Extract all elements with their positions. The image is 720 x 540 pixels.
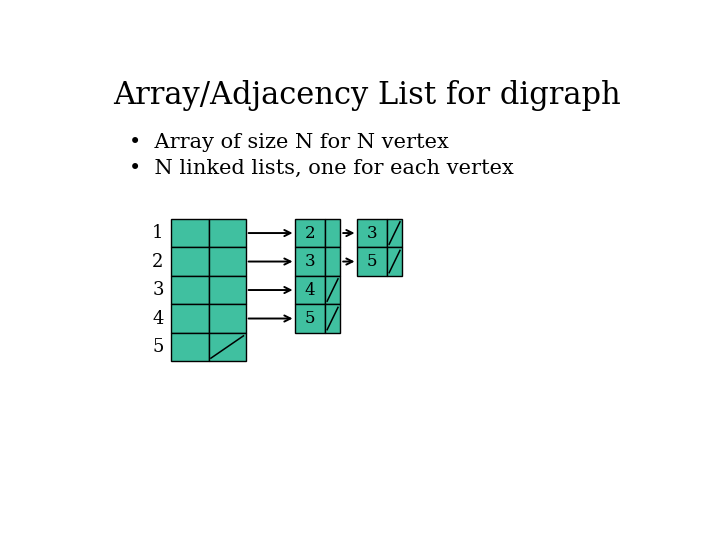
Bar bbox=[325, 304, 341, 333]
Text: 5: 5 bbox=[305, 310, 315, 327]
Bar bbox=[325, 247, 341, 276]
Text: 5: 5 bbox=[152, 338, 163, 356]
Bar bbox=[209, 219, 246, 247]
Text: 1: 1 bbox=[152, 224, 163, 242]
Bar bbox=[325, 276, 341, 304]
Text: 3: 3 bbox=[152, 281, 163, 299]
Bar bbox=[171, 333, 209, 361]
Bar bbox=[209, 333, 246, 361]
Bar bbox=[387, 247, 402, 276]
Text: 2: 2 bbox=[305, 225, 315, 241]
Text: 2: 2 bbox=[152, 253, 163, 271]
Bar bbox=[209, 304, 246, 333]
Bar bbox=[295, 276, 325, 304]
Text: •  N linked lists, one for each vertex: • N linked lists, one for each vertex bbox=[129, 159, 513, 178]
Bar bbox=[325, 219, 341, 247]
Bar bbox=[357, 247, 387, 276]
Text: 5: 5 bbox=[367, 253, 377, 270]
Bar bbox=[171, 219, 209, 247]
Text: 4: 4 bbox=[305, 281, 315, 299]
Bar bbox=[295, 304, 325, 333]
Text: 3: 3 bbox=[305, 253, 315, 270]
Bar bbox=[387, 219, 402, 247]
Bar bbox=[295, 247, 325, 276]
Bar bbox=[209, 247, 246, 276]
Text: Array/Adjacency List for digraph: Array/Adjacency List for digraph bbox=[113, 80, 621, 111]
Text: 4: 4 bbox=[152, 309, 163, 328]
Bar bbox=[209, 276, 246, 304]
Bar bbox=[295, 219, 325, 247]
Bar bbox=[171, 276, 209, 304]
Text: •  Array of size N for N vertex: • Array of size N for N vertex bbox=[129, 132, 449, 152]
Text: 3: 3 bbox=[366, 225, 377, 241]
Bar bbox=[171, 247, 209, 276]
Bar bbox=[171, 304, 209, 333]
Bar bbox=[357, 219, 387, 247]
